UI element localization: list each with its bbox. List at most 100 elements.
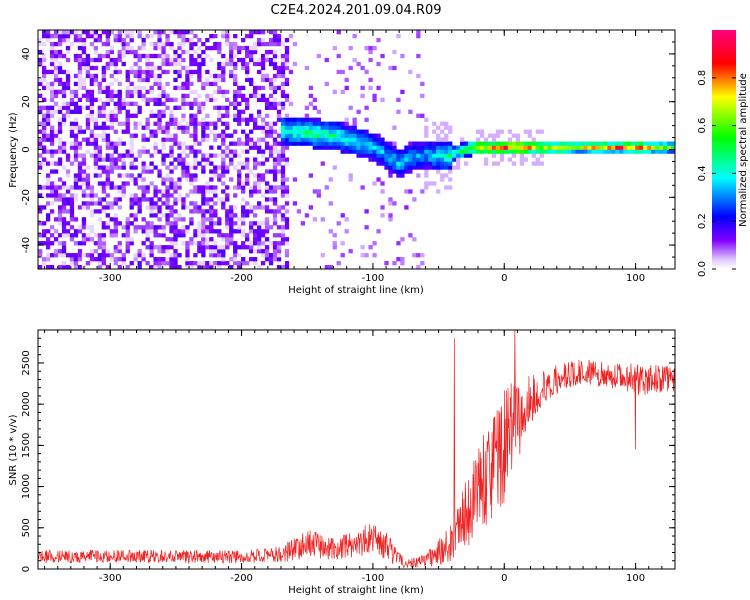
heatmap-cell — [444, 185, 449, 190]
heatmap-cell — [515, 137, 521, 142]
heatmap-cell — [189, 237, 194, 242]
heatmap-cell — [129, 241, 134, 246]
heatmap-cell — [141, 225, 146, 230]
heatmap-cell — [249, 257, 254, 262]
heatmap-cell — [292, 141, 298, 146]
heatmap-cell — [229, 241, 234, 246]
heatmap-cell — [173, 69, 178, 75]
heatmap-cell — [328, 125, 333, 130]
heatmap-cell — [221, 61, 226, 67]
heatmap-cell — [49, 209, 55, 214]
heatmap-cell — [456, 157, 461, 162]
heatmap-cell — [38, 109, 43, 114]
heatmap-cell — [217, 133, 222, 138]
heatmap-cell — [173, 105, 178, 110]
heatmap-cell — [249, 225, 254, 230]
heatmap-cell — [113, 165, 118, 170]
heatmap-cell — [129, 149, 134, 154]
heatmap-cell — [69, 225, 75, 230]
heatmap-cell — [181, 141, 186, 146]
heatmap-cell — [249, 113, 254, 118]
heatmap-cell — [332, 45, 337, 51]
heatmap-cell — [65, 169, 71, 174]
heatmap-cell — [276, 133, 282, 138]
heatmap-cell — [157, 121, 162, 126]
heatmap-cell — [73, 141, 79, 146]
heatmap-cell — [145, 237, 150, 242]
heatmap-cell — [113, 57, 118, 63]
heatmap-cell — [276, 245, 282, 250]
heatmap-cell — [256, 57, 262, 63]
heatmap-cell — [193, 125, 198, 130]
heatmap-cell — [149, 205, 154, 210]
heatmap-cell — [452, 153, 457, 158]
heatmap-cell — [161, 245, 166, 250]
heatmap-cell — [531, 153, 536, 158]
heatmap-cell — [105, 265, 110, 269]
heatmap-cell — [85, 125, 91, 130]
heatmap-cell — [45, 149, 51, 154]
heatmap-cell — [416, 73, 421, 79]
heatmap-cell — [268, 125, 274, 130]
heatmap-cell — [256, 41, 262, 47]
heatmap-cell — [105, 85, 110, 91]
heatmap-cell — [268, 225, 274, 230]
y-tick-label: 500 — [21, 518, 32, 537]
heatmap-cell — [177, 177, 182, 182]
heatmap-cell — [268, 121, 274, 126]
heatmap-cell — [117, 197, 122, 202]
heatmap-cell — [45, 253, 51, 258]
heatmap-cell — [515, 141, 521, 146]
heatmap-cell — [284, 265, 290, 269]
heatmap-cell — [185, 30, 190, 35]
heatmap-cell — [185, 69, 190, 75]
heatmap-cell — [61, 229, 67, 234]
heatmap-cell — [420, 157, 425, 162]
heatmap-cell — [249, 193, 254, 198]
heatmap-cell — [205, 241, 210, 246]
heatmap-cell — [193, 137, 198, 142]
heatmap-cell — [611, 149, 616, 154]
heatmap-cell — [264, 237, 270, 242]
heatmap-cell — [73, 81, 79, 87]
y-tick-label: 0 — [21, 566, 32, 572]
heatmap-cell — [237, 229, 242, 234]
heatmap-cell — [81, 241, 87, 246]
heatmap-cell — [268, 261, 274, 266]
heatmap-cell — [312, 117, 317, 122]
heatmap-cell — [233, 101, 238, 106]
heatmap-cell — [189, 241, 194, 246]
heatmap-cell — [272, 53, 278, 59]
heatmap-cell — [97, 181, 102, 186]
heatmap-cell — [233, 73, 238, 79]
heatmap-cell — [444, 145, 449, 150]
heatmap-cell — [268, 37, 274, 43]
heatmap-cell — [101, 221, 106, 226]
heatmap-cell — [268, 197, 274, 202]
heatmap-cell — [523, 149, 528, 154]
heatmap-cell — [141, 85, 146, 91]
heatmap-cell — [241, 37, 246, 43]
heatmap-cell — [109, 125, 114, 130]
heatmap-cell — [101, 209, 106, 214]
heatmap-cell — [575, 141, 580, 146]
heatmap-cell — [81, 177, 87, 182]
heatmap-cell — [113, 33, 118, 39]
heatmap-cell — [169, 97, 174, 102]
heatmap-cell — [153, 77, 158, 83]
x-tick-label: -300 — [99, 273, 122, 284]
heatmap-cell — [201, 201, 206, 206]
heatmap-cell — [249, 145, 254, 150]
heatmap-cell — [268, 253, 274, 258]
heatmap-cell — [89, 229, 95, 234]
heatmap-cell — [280, 265, 286, 269]
heatmap-cell — [49, 181, 55, 186]
heatmap-cell — [280, 157, 286, 162]
heatmap-cell — [448, 149, 453, 154]
heatmap-cell — [121, 41, 126, 47]
heatmap-cell — [57, 125, 63, 130]
heatmap-cell — [225, 209, 230, 214]
heatmap-cell — [137, 209, 142, 214]
heatmap-cell — [189, 217, 194, 222]
heatmap-cell — [272, 197, 278, 202]
